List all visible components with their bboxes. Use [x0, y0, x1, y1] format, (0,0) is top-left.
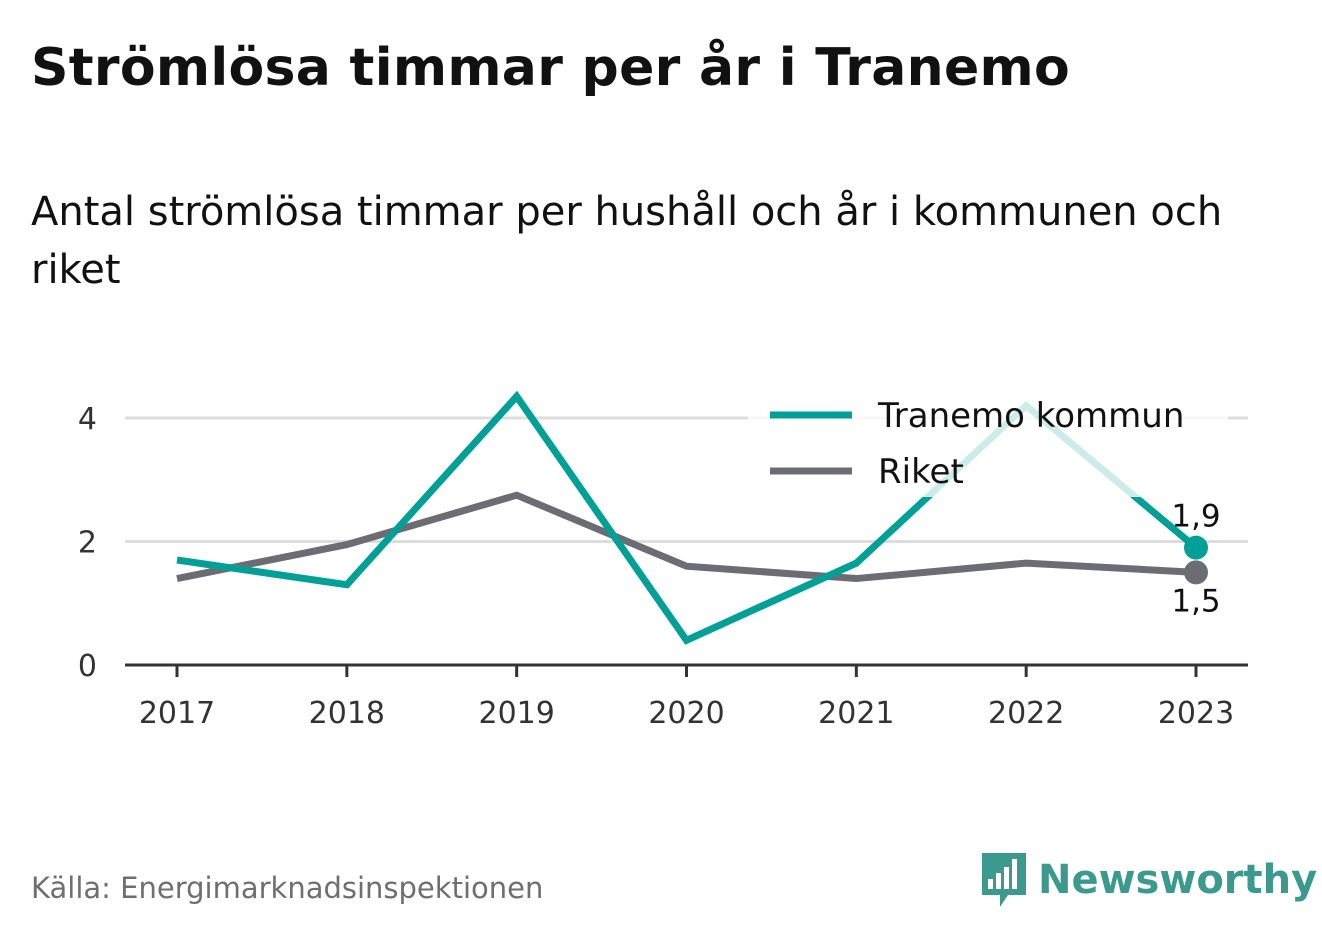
- x-tick-label: 2021: [818, 696, 894, 731]
- y-axis-ticks: 0 2 4: [78, 402, 97, 684]
- legend-label: Tranemo kommun: [877, 396, 1184, 436]
- legend: Tranemo kommun Riket: [748, 392, 1228, 497]
- end-point-marker: [1184, 560, 1208, 585]
- x-tick-label: 2023: [1158, 696, 1234, 731]
- end-point-marker: [1184, 535, 1208, 560]
- x-tick-label: 2017: [139, 696, 215, 731]
- brand-name: Newsworthy: [1038, 857, 1318, 903]
- x-axis-ticks: 2017 2018 2019 2020 2021 2022 2023: [139, 665, 1234, 731]
- x-tick-label: 2018: [309, 696, 385, 731]
- source-note: Källa: Energimarknadsinspektionen: [31, 871, 544, 905]
- brand-logo: Newsworthy: [980, 850, 1317, 910]
- end-value-label: 1,9: [1171, 499, 1220, 535]
- end-points: 1,9 1,5: [1171, 499, 1220, 620]
- y-tick-label: 0: [78, 649, 97, 684]
- x-tick-label: 2022: [988, 696, 1064, 731]
- legend-background: [748, 392, 1228, 497]
- chart-subtitle: Antal strömlösa timmar per hushåll och å…: [31, 189, 1223, 293]
- newsworthy-logo-icon: [982, 853, 1026, 907]
- series-line-riket: [176, 491, 1197, 583]
- chart-title: Strömlösa timmar per år i Tranemo: [31, 38, 1071, 98]
- x-tick-label: 2020: [648, 696, 724, 731]
- y-tick-label: 4: [78, 402, 97, 437]
- end-value-label: 1,5: [1171, 583, 1220, 619]
- y-tick-label: 2: [78, 526, 97, 561]
- legend-label: Riket: [878, 452, 964, 492]
- x-tick-label: 2019: [478, 696, 554, 731]
